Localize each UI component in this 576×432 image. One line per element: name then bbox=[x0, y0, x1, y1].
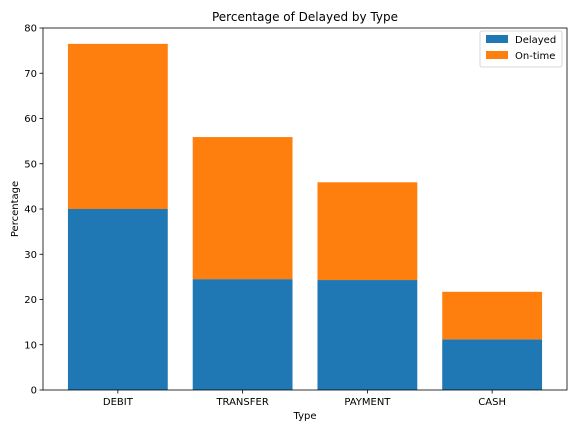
bar-delayed-debit bbox=[67, 209, 168, 390]
y-tick-label: 80 bbox=[24, 24, 37, 35]
bar-delayed-cash bbox=[442, 339, 543, 390]
x-tick-label-cash: CASH bbox=[478, 397, 506, 408]
plot-frame bbox=[42, 27, 568, 391]
y-tick-label: 40 bbox=[24, 205, 37, 216]
legend: Delayed On-time bbox=[479, 30, 563, 68]
bar-on-time-payment bbox=[317, 182, 418, 281]
y-tick-label: 0 bbox=[31, 386, 37, 397]
legend-label-on-time: On-time bbox=[515, 51, 555, 62]
legend-label-delayed: Delayed bbox=[515, 35, 556, 46]
y-tick-label: 60 bbox=[24, 114, 37, 125]
x-axis-label: Type bbox=[293, 411, 317, 422]
legend-swatch-on-time bbox=[486, 51, 508, 59]
legend-swatch-delayed bbox=[486, 35, 508, 43]
y-axis-ticks: 0 10 20 30 40 50 60 70 80 bbox=[24, 24, 43, 397]
chart-title: Percentage of Delayed by Type bbox=[212, 10, 398, 24]
y-tick-label: 20 bbox=[24, 295, 37, 306]
x-tick-label-debit: DEBIT bbox=[103, 397, 134, 408]
bar-delayed-transfer bbox=[192, 279, 293, 390]
y-axis-label: Percentage bbox=[10, 181, 21, 237]
x-tick-label-transfer: TRANSFER bbox=[215, 397, 268, 408]
bar-delayed-payment bbox=[317, 280, 418, 390]
bar-on-time-debit bbox=[67, 43, 168, 210]
y-tick-label: 30 bbox=[24, 250, 37, 261]
bars-group bbox=[67, 43, 543, 390]
y-tick-label: 70 bbox=[24, 69, 37, 80]
y-tick-label: 50 bbox=[24, 159, 37, 170]
y-tick-label: 10 bbox=[24, 340, 37, 351]
x-tick-label-payment: PAYMENT bbox=[344, 397, 391, 408]
x-axis-ticks: DEBIT TRANSFER PAYMENT CASH bbox=[103, 390, 506, 408]
bar-on-time-transfer bbox=[192, 137, 293, 280]
bar-on-time-cash bbox=[442, 291, 543, 340]
